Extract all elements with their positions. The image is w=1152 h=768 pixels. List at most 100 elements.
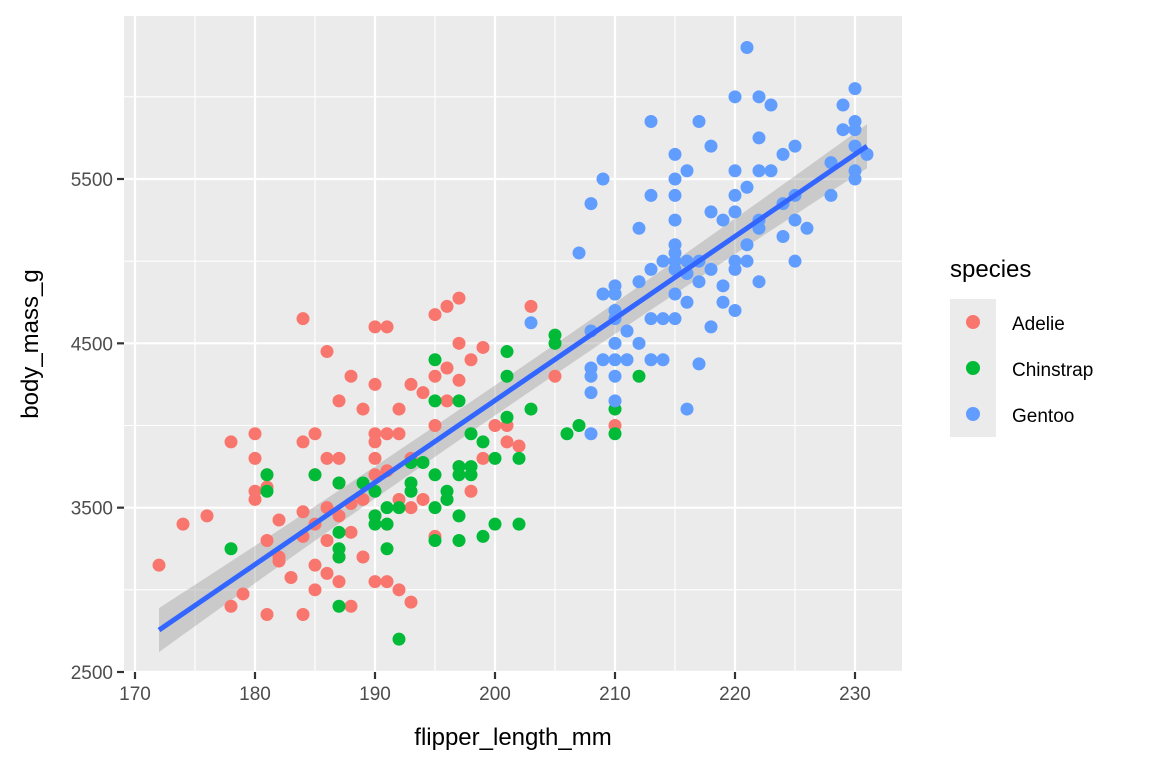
data-point-gentoo [680,164,694,178]
data-point-adelie [476,451,490,465]
y-tick-label: 4500 [71,334,113,355]
data-point-adelie [320,451,334,465]
data-point-gentoo [848,123,862,137]
data-point-adelie [380,427,394,441]
data-point-chinstrap [632,369,646,383]
data-point-gentoo [740,41,754,55]
data-point-adelie [296,505,310,519]
data-point-gentoo [728,262,742,276]
data-point-chinstrap [416,455,430,469]
legend-item-gentoo: Gentoo [966,406,1074,427]
data-point-chinstrap [452,468,466,482]
data-point-adelie [308,583,322,597]
legend-chinstrap-label: Chinstrap [1012,360,1093,381]
data-point-gentoo [608,394,622,408]
data-point-chinstrap [512,517,526,531]
data-point-adelie [176,517,190,531]
legend-item-chinstrap: Chinstrap [966,360,1093,381]
data-point-chinstrap [404,484,418,498]
data-point-adelie [416,492,430,506]
data-point-adelie [440,361,454,375]
data-point-chinstrap [452,534,466,548]
data-point-gentoo [608,287,622,301]
data-point-adelie [392,402,406,416]
data-point-gentoo [776,147,790,161]
data-point-gentoo [572,246,586,260]
data-point-gentoo [692,357,706,371]
data-point-gentoo [656,353,670,367]
data-point-gentoo [668,312,682,326]
data-point-adelie [296,435,310,449]
data-point-gentoo [788,254,802,268]
legend-item-adelie: Adelie [966,314,1065,335]
data-point-gentoo [704,262,718,276]
data-point-adelie [476,340,490,354]
data-point-adelie [308,558,322,572]
data-point-adelie [332,394,346,408]
data-point-adelie [224,599,238,613]
data-point-chinstrap [428,534,442,548]
x-tick-label: 230 [839,684,871,705]
data-point-gentoo [728,164,742,178]
data-point-adelie [296,312,310,326]
data-point-chinstrap [368,484,382,498]
data-point-adelie [320,345,334,359]
data-point-adelie [392,583,406,597]
data-point-gentoo [716,213,730,227]
x-tick-label: 180 [239,684,271,705]
data-point-adelie [404,501,418,515]
data-point-chinstrap [260,468,274,482]
data-point-adelie [248,492,262,506]
data-point-gentoo [704,320,718,334]
data-point-gentoo [728,303,742,317]
data-point-adelie [356,550,370,564]
data-point-gentoo [668,287,682,301]
data-point-gentoo [632,275,646,289]
data-point-gentoo [728,205,742,219]
data-point-adelie [308,427,322,441]
data-point-adelie [416,386,430,400]
data-point-gentoo [632,336,646,350]
data-point-adelie [248,451,262,465]
data-point-gentoo [668,147,682,161]
data-point-gentoo [644,114,658,128]
data-point-chinstrap [428,468,442,482]
data-point-gentoo [740,180,754,194]
data-point-chinstrap [428,353,442,367]
data-point-chinstrap [428,394,442,408]
data-point-chinstrap [392,632,406,646]
data-point-gentoo [836,123,850,137]
data-point-adelie [236,587,250,601]
x-tick-label: 220 [719,684,751,705]
x-tick-label: 170 [119,684,151,705]
legend-gentoo-dot-icon [966,407,980,421]
data-point-adelie [368,435,382,449]
data-point-gentoo [752,90,766,104]
data-point-gentoo [752,275,766,289]
data-point-adelie [272,513,286,527]
data-point-chinstrap [512,451,526,465]
data-point-adelie [356,492,370,506]
data-point-gentoo [644,353,658,367]
data-point-chinstrap [560,427,574,441]
data-point-gentoo [644,188,658,202]
data-point-chinstrap [332,476,346,490]
data-point-gentoo [644,312,658,326]
data-point-adelie [368,575,382,589]
data-point-gentoo [656,312,670,326]
regression-line [157,144,869,633]
data-point-gentoo [584,369,598,383]
data-point-chinstrap [464,468,478,482]
data-point-gentoo [764,98,778,112]
legend-adelie-dot-icon [966,315,980,329]
x-axis-title: flipper_length_mm [414,724,611,751]
data-point-gentoo [608,336,622,350]
y-axis-title: body_mass_g [17,269,44,418]
data-point-adelie [368,451,382,465]
data-point-chinstrap [476,435,490,449]
data-point-adelie [284,571,298,585]
data-point-adelie [356,402,370,416]
data-point-chinstrap [380,542,394,556]
data-point-adelie [524,299,538,313]
data-point-chinstrap [500,410,514,424]
